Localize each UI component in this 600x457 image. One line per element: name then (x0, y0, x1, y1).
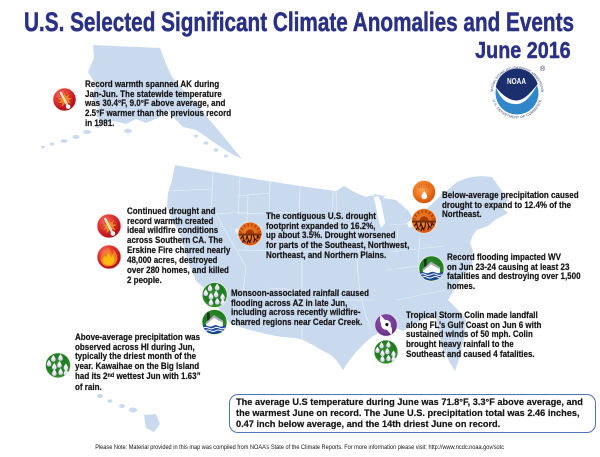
svg-text:®: ® (540, 65, 546, 73)
